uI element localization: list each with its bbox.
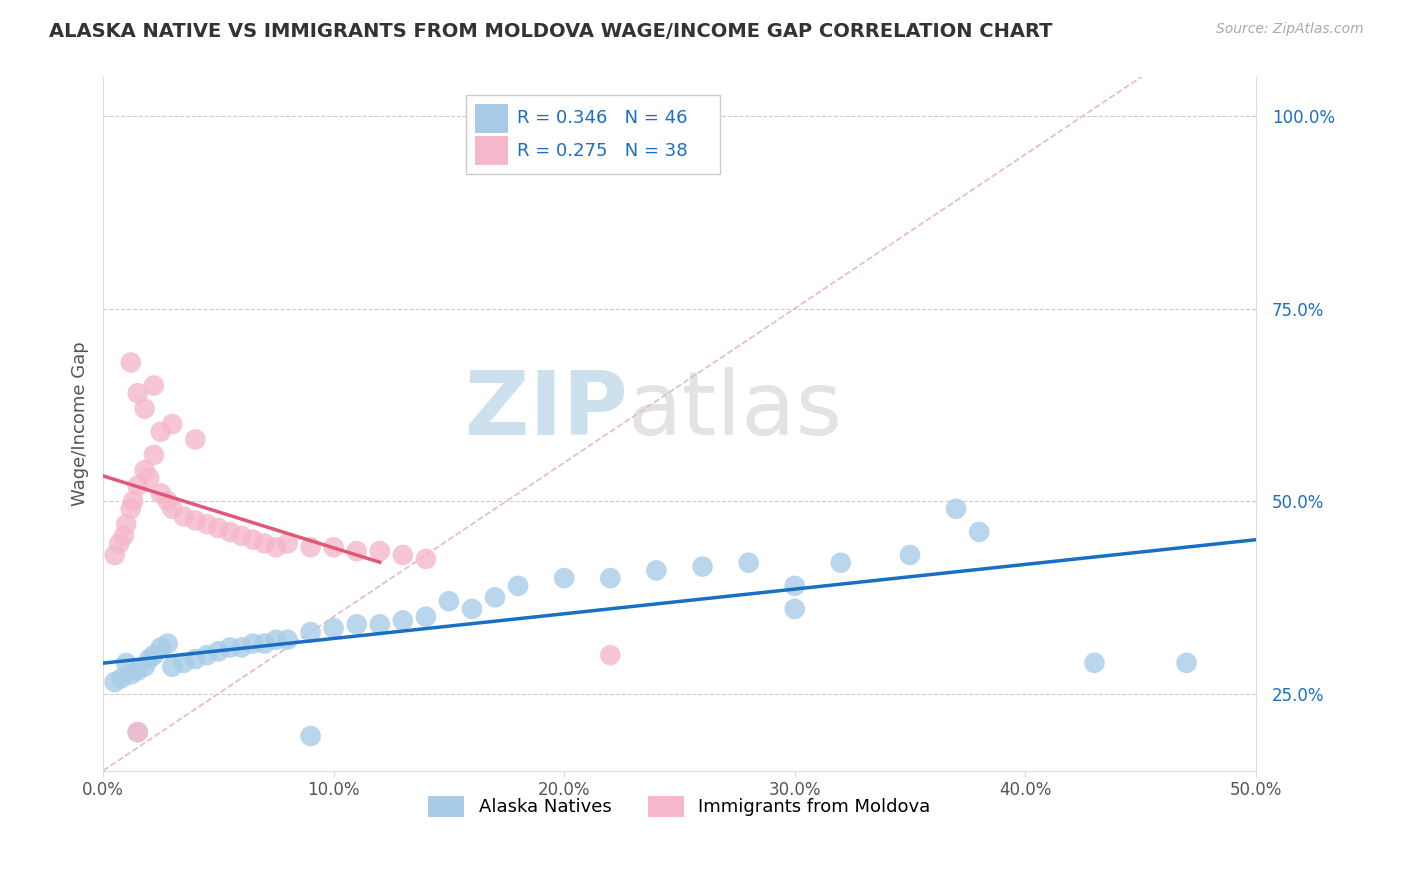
Point: [162, 501, 184, 516]
Point: [599, 571, 621, 585]
Point: [134, 401, 156, 416]
Point: [967, 524, 990, 539]
Point: [898, 548, 921, 562]
Point: [184, 652, 207, 666]
Point: [207, 644, 229, 658]
Point: [134, 463, 156, 477]
Point: [207, 521, 229, 535]
Point: [104, 675, 127, 690]
Point: [322, 541, 344, 555]
Point: [184, 513, 207, 527]
Point: [783, 579, 806, 593]
Point: [461, 602, 484, 616]
Point: [149, 425, 172, 439]
Point: [737, 556, 759, 570]
Point: [219, 524, 242, 539]
Point: [231, 529, 253, 543]
Point: [299, 541, 322, 555]
Text: Source: ZipAtlas.com: Source: ZipAtlas.com: [1216, 22, 1364, 37]
Point: [277, 632, 299, 647]
Point: [219, 640, 242, 655]
Point: [945, 501, 967, 516]
Point: [830, 556, 852, 570]
Point: [253, 536, 276, 550]
Point: [138, 471, 160, 485]
Y-axis label: Wage/Income Gap: Wage/Income Gap: [72, 342, 89, 507]
Point: [127, 478, 149, 492]
Point: [346, 544, 368, 558]
Point: [138, 652, 160, 666]
Point: [783, 602, 806, 616]
Point: [108, 536, 131, 550]
Point: [173, 509, 195, 524]
Point: [322, 621, 344, 635]
Point: [415, 552, 437, 566]
Point: [253, 637, 276, 651]
Point: [1175, 656, 1198, 670]
Point: [346, 617, 368, 632]
Point: [368, 617, 391, 632]
Point: [277, 536, 299, 550]
Point: [264, 541, 287, 555]
Point: [134, 659, 156, 673]
Point: [162, 659, 184, 673]
Point: [127, 725, 149, 739]
FancyBboxPatch shape: [475, 136, 508, 166]
Point: [195, 648, 218, 662]
Point: [127, 664, 149, 678]
Point: [104, 548, 127, 562]
Text: ZIP: ZIP: [465, 367, 627, 454]
Point: [127, 386, 149, 401]
Point: [112, 529, 135, 543]
Point: [184, 433, 207, 447]
Point: [299, 729, 322, 743]
Point: [149, 640, 172, 655]
Point: [484, 591, 506, 605]
Point: [242, 533, 264, 547]
FancyBboxPatch shape: [467, 95, 720, 175]
Point: [599, 648, 621, 662]
Point: [692, 559, 714, 574]
Point: [242, 637, 264, 651]
Point: [142, 378, 165, 392]
Point: [115, 517, 138, 532]
Point: [122, 494, 145, 508]
Point: [392, 548, 415, 562]
Point: [120, 355, 142, 369]
Text: ALASKA NATIVE VS IMMIGRANTS FROM MOLDOVA WAGE/INCOME GAP CORRELATION CHART: ALASKA NATIVE VS IMMIGRANTS FROM MOLDOVA…: [49, 22, 1053, 41]
Point: [142, 448, 165, 462]
Point: [120, 667, 142, 681]
Text: R = 0.346   N = 46: R = 0.346 N = 46: [517, 110, 688, 128]
Point: [368, 544, 391, 558]
Point: [264, 632, 287, 647]
Point: [437, 594, 460, 608]
Point: [142, 648, 165, 662]
Point: [1083, 656, 1105, 670]
Point: [127, 725, 149, 739]
Point: [506, 579, 529, 593]
Point: [553, 571, 575, 585]
Point: [645, 563, 668, 577]
Text: atlas: atlas: [627, 367, 842, 454]
Point: [415, 609, 437, 624]
Point: [149, 486, 172, 500]
Point: [231, 640, 253, 655]
Text: R = 0.275   N = 38: R = 0.275 N = 38: [517, 142, 688, 160]
Point: [115, 656, 138, 670]
Point: [195, 517, 218, 532]
Point: [392, 614, 415, 628]
Legend: Alaska Natives, Immigrants from Moldova: Alaska Natives, Immigrants from Moldova: [422, 789, 938, 824]
Point: [299, 625, 322, 640]
FancyBboxPatch shape: [475, 103, 508, 133]
Point: [120, 501, 142, 516]
Point: [156, 494, 179, 508]
Point: [162, 417, 184, 431]
Point: [110, 671, 132, 685]
Point: [156, 637, 179, 651]
Point: [173, 656, 195, 670]
